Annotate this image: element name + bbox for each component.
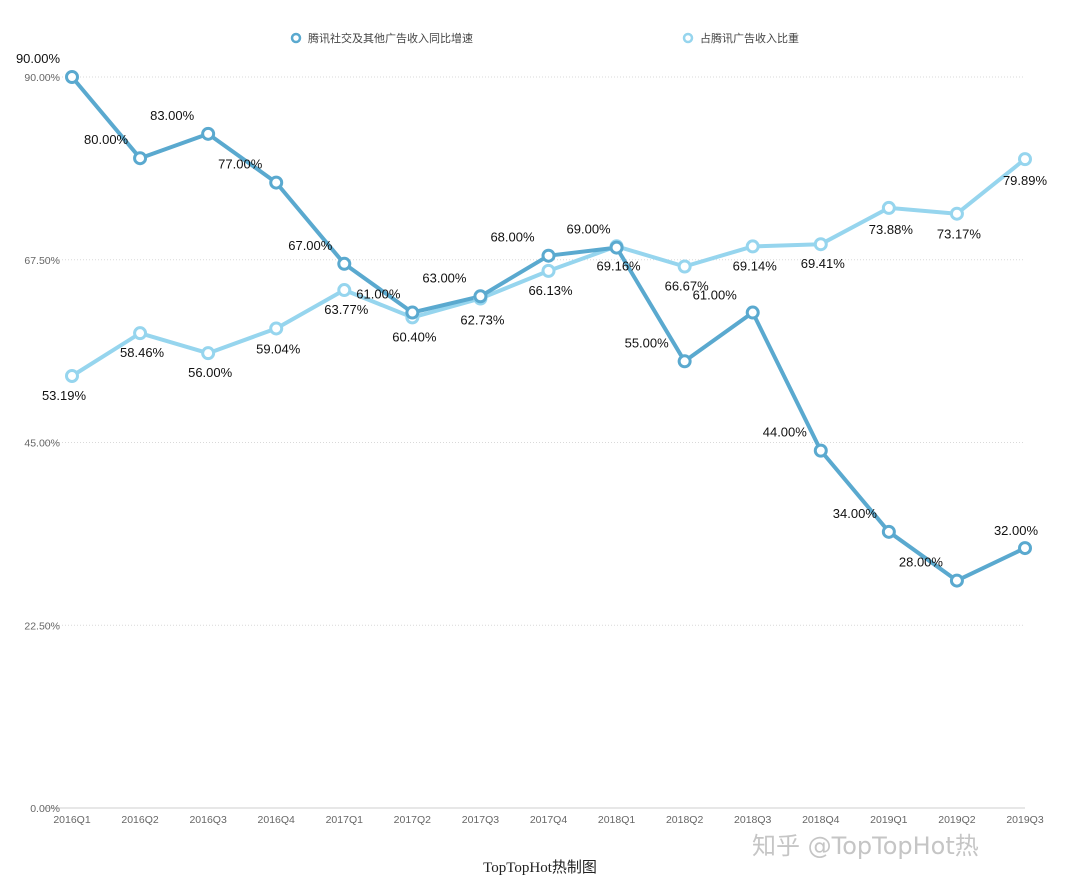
data-label: 63.00% — [422, 270, 467, 285]
data-label: 73.17% — [937, 227, 982, 242]
data-point[interactable] — [881, 524, 896, 539]
legend-item-0[interactable]: 腾讯社交及其他广告收入同比增速 — [290, 31, 473, 45]
x-tick-label: 2019Q2 — [938, 814, 976, 826]
data-point[interactable] — [1018, 152, 1032, 167]
data-point[interactable] — [813, 237, 828, 252]
data-label: 69.14% — [733, 258, 778, 273]
data-label: 56.00% — [188, 365, 233, 380]
data-point[interactable] — [201, 126, 216, 141]
y-tick-label: 45.00% — [24, 438, 60, 450]
data-label: 61.00% — [693, 288, 738, 303]
data-point[interactable] — [201, 346, 216, 361]
data-point[interactable] — [949, 573, 964, 588]
watermark-text: 知乎 @TopTopHot热 — [752, 832, 979, 860]
data-label: 62.73% — [460, 312, 505, 327]
series-lines — [65, 70, 1032, 588]
data-label: 59.04% — [256, 341, 301, 356]
data-label: 77.00% — [218, 157, 263, 172]
x-tick-label: 2016Q4 — [258, 814, 296, 826]
x-tick-label: 2018Q3 — [734, 814, 772, 826]
x-tick-label: 2017Q4 — [530, 814, 568, 826]
data-point[interactable] — [269, 175, 284, 190]
y-tick-label: 67.50% — [24, 255, 60, 267]
x-tick-label: 2016Q3 — [189, 814, 227, 826]
data-point[interactable] — [609, 240, 624, 255]
data-label: 61.00% — [356, 287, 401, 302]
data-label: 63.77% — [324, 302, 369, 317]
x-tick-label: 2017Q1 — [326, 814, 364, 826]
data-point[interactable] — [269, 321, 284, 336]
data-label: 53.19% — [42, 388, 87, 403]
data-label: 69.00% — [567, 222, 612, 237]
x-tick-label: 2018Q4 — [802, 814, 840, 826]
data-point[interactable] — [65, 368, 79, 383]
data-label: 60.40% — [392, 329, 437, 344]
x-tick-label: 2019Q3 — [1006, 814, 1044, 826]
y-axis-ticks: 0.00% 22.50% 45.00% 67.50% 90.00% — [24, 72, 60, 815]
y-tick-label: 22.50% — [24, 620, 60, 632]
data-label: 83.00% — [150, 108, 195, 123]
data-point[interactable] — [133, 151, 148, 166]
x-tick-label: 2016Q1 — [53, 814, 91, 826]
data-point[interactable] — [337, 283, 352, 298]
legend-marker — [290, 32, 302, 44]
x-tick-label: 2018Q2 — [666, 814, 704, 826]
data-label: 69.16% — [597, 258, 642, 273]
data-point[interactable] — [881, 200, 896, 215]
data-point[interactable] — [133, 326, 148, 341]
data-label: 79.89% — [1003, 173, 1048, 188]
data-label: 34.00% — [833, 506, 878, 521]
data-label: 68.00% — [490, 230, 535, 245]
data-point[interactable] — [541, 248, 556, 263]
x-tick-label: 2018Q1 — [598, 814, 636, 826]
x-tick-label: 2019Q1 — [870, 814, 908, 826]
data-label: 28.00% — [899, 555, 944, 570]
data-label: 55.00% — [625, 335, 670, 350]
chart-caption: TopTopHot热制图 — [483, 860, 597, 876]
data-point[interactable] — [405, 305, 420, 320]
data-point[interactable] — [65, 70, 79, 84]
x-tick-label: 2017Q3 — [462, 814, 500, 826]
legend-label: 占腾讯广告收入比重 — [700, 31, 799, 45]
y-tick-label: 90.00% — [24, 72, 60, 84]
x-tick-label: 2017Q2 — [394, 814, 432, 826]
data-label: 66.13% — [528, 283, 573, 298]
data-label: 67.00% — [288, 238, 333, 253]
data-label: 69.41% — [801, 256, 846, 271]
series-line-0 — [70, 75, 1027, 583]
data-point[interactable] — [1018, 541, 1032, 556]
data-point[interactable] — [677, 259, 692, 274]
data-label: 66.67% — [665, 278, 710, 293]
legend[interactable]: 腾讯社交及其他广告收入同比增速 占腾讯广告收入比重 — [290, 31, 799, 45]
data-point[interactable] — [337, 256, 352, 271]
data-label: 80.00% — [84, 132, 129, 147]
legend-marker — [682, 32, 694, 44]
data-point[interactable] — [473, 289, 488, 304]
data-point[interactable] — [949, 206, 964, 221]
data-label: 44.00% — [763, 425, 808, 440]
x-tick-label: 2016Q2 — [121, 814, 159, 826]
x-axis-ticks: 2016Q1 2016Q2 2016Q3 2016Q4 2017Q1 2017Q2 2017… — [53, 814, 1044, 826]
data-label: 58.46% — [120, 345, 165, 360]
data-label: 32.00% — [994, 523, 1039, 538]
legend-label: 腾讯社交及其他广告收入同比增速 — [308, 31, 473, 45]
data-label: 90.00% — [16, 51, 61, 66]
data-label: 73.88% — [869, 222, 914, 237]
data-point[interactable] — [677, 354, 692, 369]
data-point[interactable] — [745, 305, 760, 320]
legend-item-1[interactable]: 占腾讯广告收入比重 — [682, 31, 799, 45]
grid-lines — [44, 76, 1025, 809]
data-point[interactable] — [745, 239, 760, 254]
data-point[interactable] — [813, 443, 828, 458]
data-point[interactable] — [541, 263, 556, 278]
y-tick-label: 0.00% — [30, 803, 60, 815]
data-labels: 90.00% 80.00% 83.00% 77.00% 67.00% 61.00% 63.0… — [16, 51, 1048, 570]
